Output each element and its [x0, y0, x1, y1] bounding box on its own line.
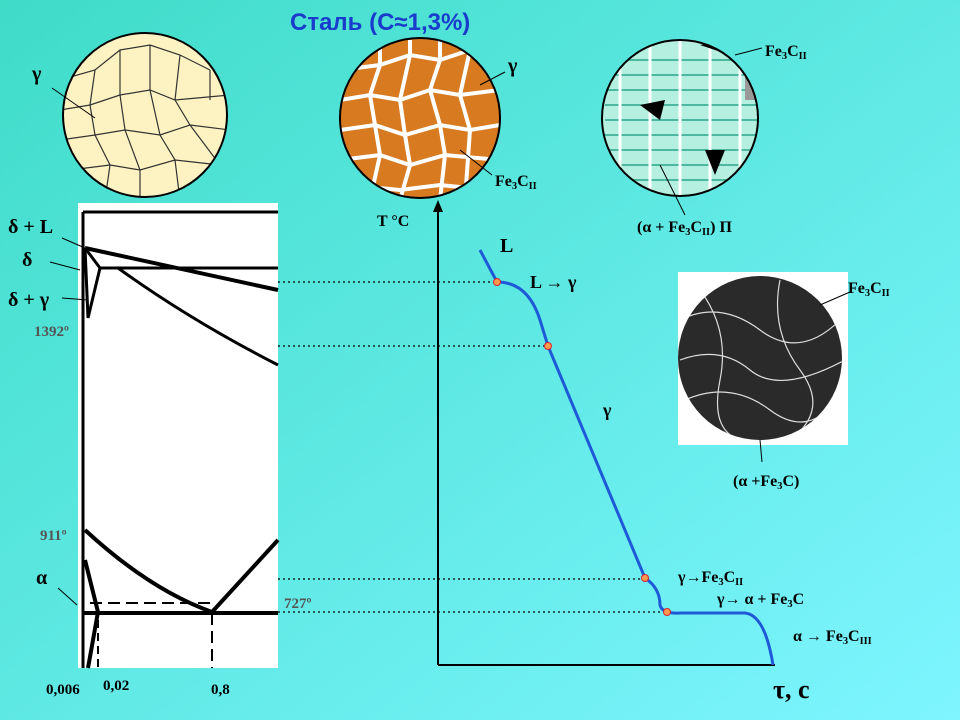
subscript: 3 — [787, 599, 792, 610]
label-text: 0,006 — [46, 682, 80, 698]
title: Сталь (С≈1,3%) — [290, 9, 470, 36]
label-text: 0,02 — [103, 678, 129, 694]
label: 0,8 — [211, 682, 230, 698]
label: 911º — [40, 528, 67, 544]
label-text: γ — [507, 55, 518, 77]
label: α — [36, 567, 47, 589]
subscript: 3 — [685, 227, 690, 238]
label-text: 727º — [284, 596, 312, 612]
transition-points — [493, 278, 671, 616]
label-text: T °C — [377, 213, 409, 230]
label-text: δ — [22, 249, 32, 271]
micro-steel — [339, 37, 506, 199]
label-text: γ — [31, 63, 42, 85]
label-text: 1392º — [34, 324, 69, 340]
label: (α +Fe3C) — [733, 473, 799, 492]
subscript: 3 — [512, 181, 517, 192]
label-text: C — [793, 591, 805, 608]
label: 0,02 — [103, 678, 129, 694]
label-text: C — [690, 219, 702, 236]
label: L → γ — [530, 272, 577, 292]
label-text: 911º — [40, 528, 67, 544]
label: δ + L — [8, 216, 53, 238]
label: δ — [22, 249, 32, 271]
label: γ→ α + Fe3C — [716, 591, 804, 610]
label-text: (α +Fe — [733, 473, 777, 490]
label: γ — [31, 63, 42, 85]
label-text: (α + Fe — [637, 219, 685, 236]
micro-austenite — [51, 32, 228, 198]
label-text: Fe — [495, 173, 512, 190]
label: γ — [507, 55, 518, 77]
subscript: II — [799, 51, 807, 62]
micro-photo — [678, 272, 851, 463]
subscript: 3 — [865, 288, 870, 299]
label-text: C — [724, 569, 736, 586]
label-text: γ→ α + Fe — [716, 591, 787, 608]
subscript: 3 — [843, 636, 848, 647]
cooling-curve-axes — [433, 200, 775, 666]
label: γ→Fe3CII — [677, 569, 743, 588]
label: T °C — [377, 213, 409, 230]
subscript: II — [529, 181, 537, 192]
phase-diagram — [49, 203, 280, 669]
label-text: δ + γ — [8, 289, 50, 311]
subscript: 3 — [777, 481, 782, 492]
subscript: 3 — [718, 577, 723, 588]
subscript: III — [860, 636, 872, 647]
label-text: C) — [782, 473, 799, 490]
label-text: Fe — [765, 43, 782, 60]
label-text: α — [36, 567, 47, 589]
label-text: C — [787, 43, 799, 60]
label-text: 0,8 — [211, 682, 230, 698]
subscript: II — [882, 288, 890, 299]
label-text: γ — [602, 400, 612, 420]
label-text: C — [848, 628, 860, 645]
label: Fe3CII — [765, 43, 807, 62]
label: τ, с — [773, 675, 810, 704]
cooling-curve — [478, 249, 775, 666]
label-text: τ, с — [773, 675, 810, 704]
guide-lines — [278, 281, 667, 613]
label-text: L → γ — [530, 272, 577, 292]
subscript: 3 — [782, 51, 787, 62]
label-text: γ→Fe — [677, 569, 718, 586]
label: γ — [602, 400, 612, 420]
label-text: α → Fe — [793, 628, 843, 645]
subscript: II — [735, 577, 743, 588]
label: 0,006 — [46, 682, 80, 698]
label: 1392º — [34, 324, 69, 340]
label: 727º — [284, 596, 312, 612]
label-text: Fe — [848, 280, 865, 297]
label-text: C — [870, 280, 882, 297]
label-text: C — [517, 173, 529, 190]
label-text: ) П — [710, 219, 732, 236]
label: Fe3CII — [495, 173, 537, 192]
label: L — [500, 235, 513, 257]
label-text: L — [500, 235, 513, 257]
subscript: II — [702, 227, 710, 238]
label: α → Fe3CIII — [793, 628, 872, 647]
label-text: δ + L — [8, 216, 53, 238]
label: Fe3CII — [848, 280, 890, 299]
label: (α + Fe3CII) П — [637, 219, 732, 238]
label: δ + γ — [8, 289, 50, 311]
